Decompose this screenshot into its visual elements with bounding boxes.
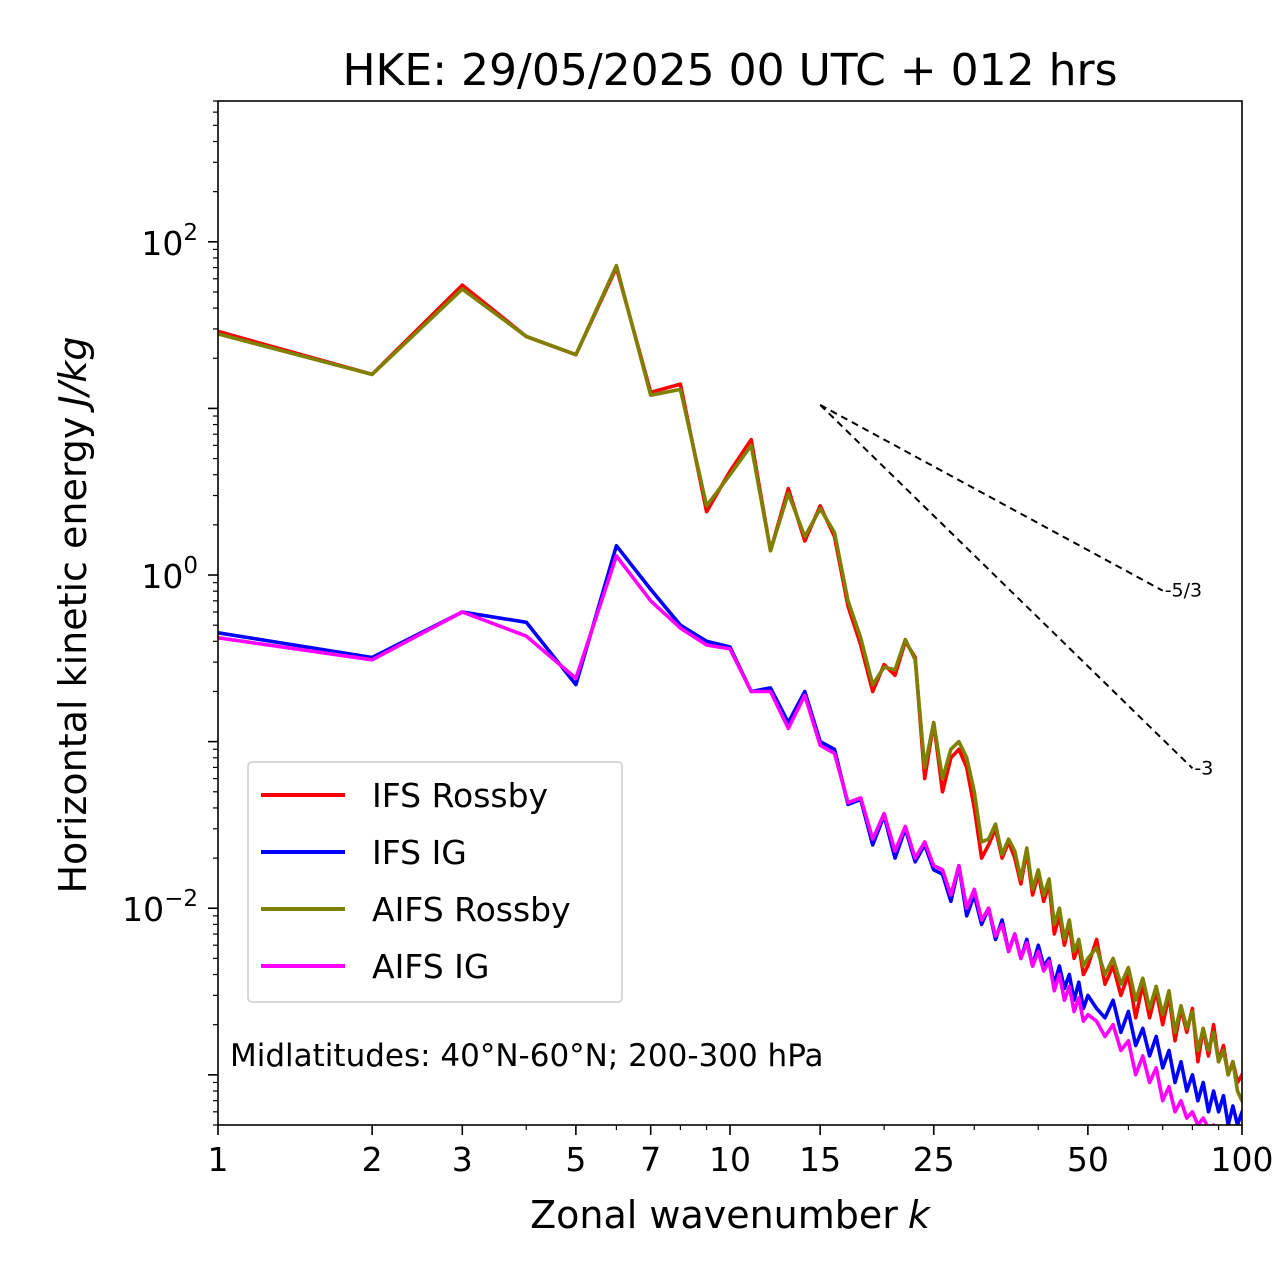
x-tick-label: 25 — [913, 1140, 955, 1179]
legend-label: IFS IG — [372, 833, 467, 872]
y-axis-ticks: 102 100 10−2 — [122, 100, 218, 1126]
series-line-ifs-ig — [218, 543, 1242, 1125]
legend-label: AIFS Rossby — [372, 890, 571, 929]
y-axis-label-unit: J/kg — [51, 336, 95, 413]
legend-label: IFS Rossby — [372, 776, 548, 815]
y-tick-label: 102 — [141, 220, 198, 263]
legend-label: AIFS IG — [372, 947, 489, 986]
legend-box — [247, 761, 623, 1003]
x-axis-label-text: Zonal wavenumber — [530, 1193, 898, 1237]
x-tick-label: 10 — [709, 1140, 751, 1179]
y-axis-label: Horizontal kinetic energyJ/kg — [51, 336, 95, 893]
legend-items: IFS Rossby IFS IG AIFS Rossby AIFS IG — [261, 776, 571, 986]
x-axis-label-var: k — [908, 1193, 932, 1237]
y-tick-label: 100 — [141, 553, 198, 596]
y-axis-label-text: Horizontal kinetic energy — [51, 417, 95, 894]
x-tick-label: 3 — [452, 1140, 473, 1179]
x-tick-label: 5 — [565, 1140, 586, 1179]
series-layer — [218, 263, 1242, 1125]
reference-slope-label: -5/3 — [1165, 580, 1202, 602]
region-annotation: Midlatitudes: 40°N-60°N; 200-300 hPa — [230, 1038, 824, 1074]
x-tick-label: 1 — [208, 1140, 229, 1179]
x-axis-label: Zonal wavenumber k — [530, 1193, 932, 1237]
x-tick-label: 100 — [1211, 1140, 1274, 1179]
y-tick-label: 10−2 — [122, 886, 198, 929]
reference-slope-layer: -5/3 -3 — [819, 404, 1213, 779]
x-tick-label: 7 — [640, 1140, 661, 1179]
chart-title: HKE: 29/05/2025 00 UTC + 012 hrs — [342, 45, 1117, 96]
x-tick-label: 2 — [362, 1140, 383, 1179]
reference-slope-line — [819, 404, 1194, 769]
x-tick-label: 15 — [799, 1140, 841, 1179]
x-tick-label: 50 — [1067, 1140, 1109, 1179]
reference-slope-line — [819, 404, 1164, 592]
series-line-aifs-ig — [218, 554, 1216, 1125]
legend: IFS Rossby IFS IG AIFS Rossby AIFS IG — [247, 761, 623, 1003]
series-line-aifs-rossby — [218, 263, 1242, 1103]
reference-slope-label: -3 — [1194, 757, 1213, 779]
x-axis-ticks: 1 2 3 5 7 10 15 25 50 100 — [208, 1125, 1274, 1179]
